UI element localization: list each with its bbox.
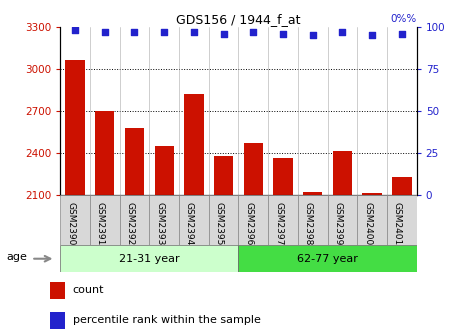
Point	[131, 29, 138, 35]
FancyBboxPatch shape	[387, 195, 417, 245]
Point	[339, 29, 346, 35]
Text: count: count	[73, 285, 104, 295]
Bar	[333, 152, 352, 195]
FancyBboxPatch shape	[238, 195, 268, 245]
Bar	[125, 128, 144, 195]
Bar	[303, 192, 322, 195]
Bar	[273, 159, 293, 195]
Text: GSM2393: GSM2393	[155, 202, 164, 246]
Point	[220, 31, 227, 36]
FancyBboxPatch shape	[238, 245, 417, 272]
Text: 62-77 year: 62-77 year	[297, 254, 358, 264]
Point	[398, 31, 406, 36]
FancyBboxPatch shape	[90, 195, 119, 245]
FancyBboxPatch shape	[179, 195, 209, 245]
Bar	[244, 143, 263, 195]
Text: percentile rank within the sample: percentile rank within the sample	[73, 315, 261, 325]
Point	[279, 31, 287, 36]
Point	[161, 29, 168, 35]
Text: 0%%: 0%%	[390, 13, 417, 24]
Text: GSM2396: GSM2396	[244, 202, 253, 246]
Bar	[50, 312, 65, 329]
Text: GSM2391: GSM2391	[96, 202, 105, 246]
Bar	[95, 111, 114, 195]
Point	[190, 29, 198, 35]
Bar	[214, 156, 233, 195]
FancyBboxPatch shape	[149, 195, 179, 245]
FancyBboxPatch shape	[119, 195, 149, 245]
Text: 21-31 year: 21-31 year	[119, 254, 180, 264]
Bar	[184, 94, 204, 195]
Text: GSM2390: GSM2390	[66, 202, 75, 246]
Text: age: age	[6, 252, 27, 262]
FancyBboxPatch shape	[268, 195, 298, 245]
Bar	[155, 146, 174, 195]
Text: GSM2394: GSM2394	[185, 202, 194, 246]
Point	[309, 33, 316, 38]
FancyBboxPatch shape	[60, 195, 90, 245]
Bar	[50, 282, 65, 298]
Text: GSM2397: GSM2397	[274, 202, 283, 246]
Text: GSM2392: GSM2392	[125, 202, 134, 246]
Text: GSM2395: GSM2395	[214, 202, 224, 246]
FancyBboxPatch shape	[328, 195, 357, 245]
FancyBboxPatch shape	[298, 195, 328, 245]
Bar	[392, 177, 412, 195]
Bar	[363, 194, 382, 195]
Text: GSM2400: GSM2400	[363, 202, 372, 246]
Text: GSM2399: GSM2399	[333, 202, 343, 246]
Point	[250, 29, 257, 35]
Bar	[65, 60, 85, 195]
Point	[101, 29, 108, 35]
Point	[71, 28, 79, 33]
FancyBboxPatch shape	[357, 195, 387, 245]
Point	[369, 33, 376, 38]
Title: GDS156 / 1944_f_at: GDS156 / 1944_f_at	[176, 13, 300, 26]
FancyBboxPatch shape	[60, 245, 238, 272]
Text: GSM2401: GSM2401	[393, 202, 402, 246]
FancyBboxPatch shape	[209, 195, 238, 245]
Text: GSM2398: GSM2398	[304, 202, 313, 246]
